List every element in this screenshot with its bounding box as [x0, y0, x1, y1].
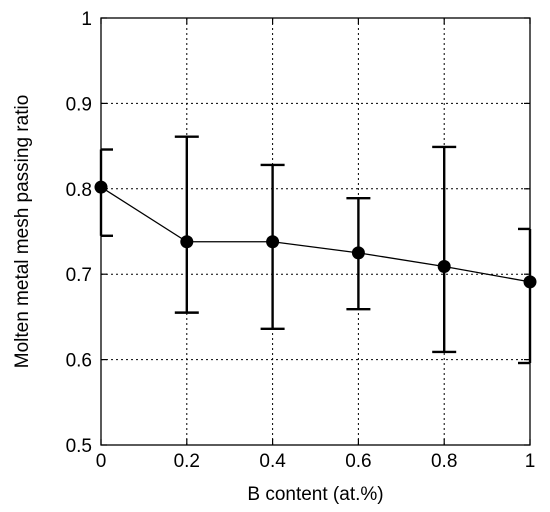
x-tick-label: 0.4	[259, 451, 286, 472]
y-tick-label: 0.6	[66, 351, 92, 372]
y-tick-label: 0.8	[66, 180, 92, 201]
y-axis-title: Molten metal mesh passing ratio	[12, 95, 33, 369]
x-tick-label: 0.8	[431, 451, 457, 472]
x-tick-label: 1	[525, 451, 536, 472]
data-series	[94, 135, 537, 365]
y-tick-label: 0.7	[66, 265, 92, 286]
data-point	[523, 275, 537, 289]
data-point	[94, 180, 108, 194]
data-point	[180, 235, 194, 249]
y-tick-label: 1	[81, 9, 92, 30]
data-point	[437, 260, 451, 274]
x-tick-label: 0.6	[345, 451, 371, 472]
data-point	[266, 235, 280, 249]
y-axis-tick-labels: 0.5 0.6 0.7 0.8 0.9 1	[66, 9, 92, 457]
x-tick-label: 0	[96, 451, 107, 472]
axis-ticks	[100, 17, 531, 446]
y-tick-label: 0.9	[66, 94, 92, 115]
x-tick-label: 0.2	[174, 451, 200, 472]
error-bar	[174, 135, 199, 314]
error-bar	[432, 145, 457, 354]
series-line	[100, 186, 531, 283]
error-bar	[518, 227, 532, 365]
x-axis-title: B content (at.%)	[247, 484, 383, 505]
y-tick-label: 0.5	[66, 436, 92, 457]
grid-lines	[101, 18, 530, 445]
x-axis-tick-labels: 0 0.2 0.4 0.6 0.8 1	[96, 451, 536, 472]
plot-frame	[100, 17, 531, 446]
data-point	[351, 246, 365, 260]
